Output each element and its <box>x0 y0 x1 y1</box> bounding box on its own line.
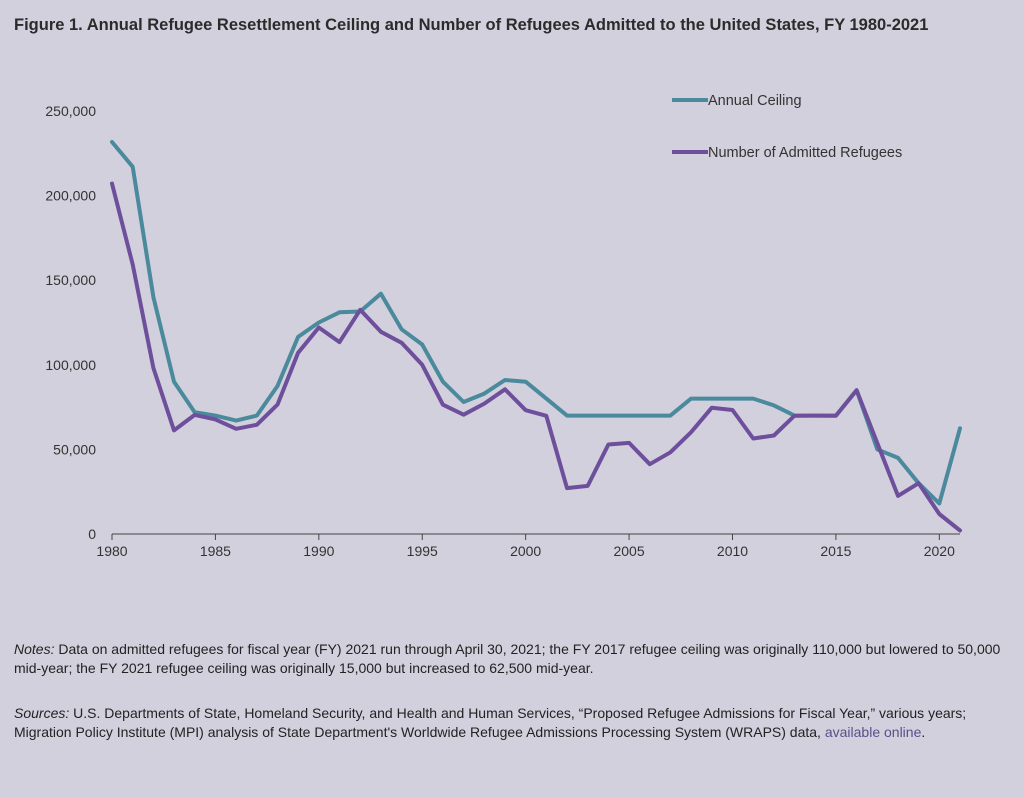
x-tick-label: 1995 <box>407 543 438 559</box>
chart-notes: Notes: Data on admitted refugees for fis… <box>14 640 1004 678</box>
sources-text: U.S. Departments of State, Homeland Secu… <box>14 705 967 740</box>
chart-sources: Sources: U.S. Departments of State, Home… <box>14 704 1004 742</box>
x-tick-label: 2020 <box>924 543 955 559</box>
x-tick-label: 1990 <box>303 543 334 559</box>
y-tick-label: 0 <box>88 526 96 542</box>
available-online-link[interactable]: available online <box>824 724 922 740</box>
y-tick-label: 150,000 <box>45 272 96 288</box>
x-tick-label: 2005 <box>613 543 644 559</box>
notes-text: Data on admitted refugees for fiscal yea… <box>14 641 1001 676</box>
chart-title: Figure 1. Annual Refugee Resettlement Ce… <box>14 16 929 34</box>
sources-lead: Sources: <box>14 705 70 721</box>
x-tick-label: 2010 <box>717 543 748 559</box>
chart-legend: Annual Ceiling Number of Admitted Refugee… <box>672 93 902 161</box>
sources-end: . <box>921 724 926 740</box>
x-tick-label: 1985 <box>200 543 231 559</box>
y-tick-label: 250,000 <box>45 103 96 119</box>
line-chart: 1980 1985 1990 1995 2000 2005 2010 2015 2020 0 50,… <box>45 93 962 559</box>
x-tick-label: 1980 <box>96 543 127 559</box>
chart-series <box>110 140 962 533</box>
notes-lead: Notes: <box>14 641 55 657</box>
series-line-annual-ceiling <box>110 140 962 506</box>
x-tick-label: 2015 <box>820 543 851 559</box>
series-line-admitted-refugees <box>110 181 962 533</box>
x-tick-label: 2000 <box>510 543 541 559</box>
legend-label: Annual Ceiling <box>708 93 802 109</box>
y-tick-label: 100,000 <box>45 357 96 373</box>
legend-label: Number of Admitted Refugees <box>708 145 902 161</box>
chart-axes: 1980 1985 1990 1995 2000 2005 2010 2015 2020 0 50,… <box>45 103 960 559</box>
y-tick-label: 50,000 <box>53 441 96 457</box>
y-tick-label: 200,000 <box>45 188 96 204</box>
